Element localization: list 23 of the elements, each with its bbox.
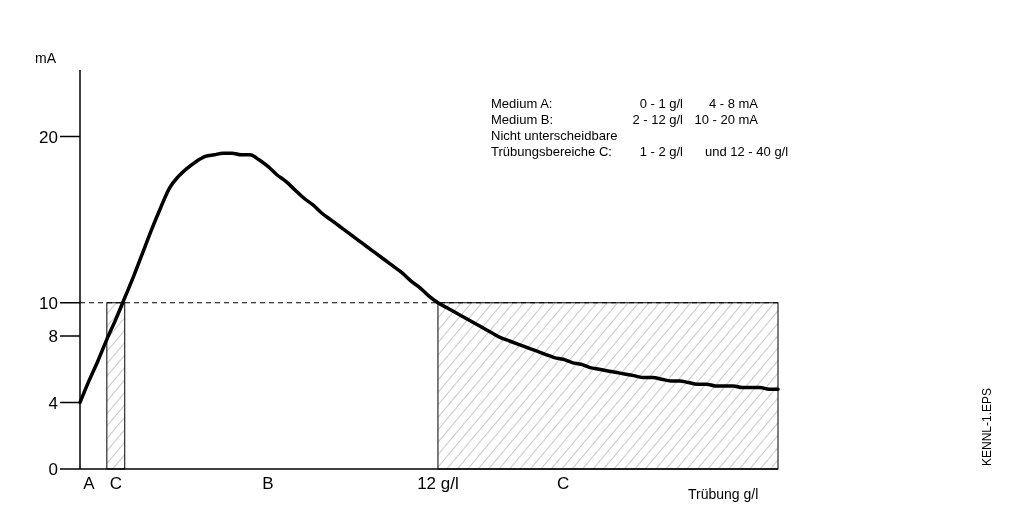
text: KENNL-1.EPS [980, 387, 995, 467]
x-axis-title: Trübung g/l [688, 486, 759, 502]
y-tick-label: 4 [48, 393, 58, 413]
y-tick-label: 20 [39, 127, 58, 147]
y-axis-title: mA [35, 50, 56, 66]
annotation: und 12 - 40 g/l [705, 144, 789, 159]
x-tick-label: C [109, 474, 122, 494]
annotation: Trübungsbereiche C: [491, 144, 612, 159]
annotation: 10 - 20 mA [694, 112, 758, 127]
y-tick-label: 0 [48, 460, 58, 480]
annotation: Medium A: [491, 96, 553, 111]
annotation: 4 - 8 mA [708, 96, 758, 111]
y-tick-label: 10 [39, 293, 58, 313]
annotation: 1 - 2 g/l [639, 144, 683, 159]
x-tick-label: C [557, 474, 570, 494]
y-tick-label: 8 [48, 327, 58, 347]
x-tick-label: 12 g/l [417, 474, 459, 494]
annotation: 0 - 1 g/l [639, 96, 683, 111]
x-tick-label: B [262, 474, 274, 494]
annotation: Medium B: [491, 112, 554, 127]
annotation: Nicht unterscheidbare [491, 128, 618, 143]
x-tick-label: A [83, 474, 96, 494]
annotation: 2 - 12 g/l [632, 112, 683, 127]
